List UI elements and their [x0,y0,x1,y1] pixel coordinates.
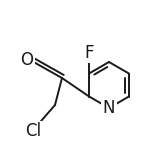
Text: N: N [103,99,115,117]
Text: O: O [21,51,34,69]
Text: F: F [84,44,94,62]
Text: Cl: Cl [25,122,41,140]
